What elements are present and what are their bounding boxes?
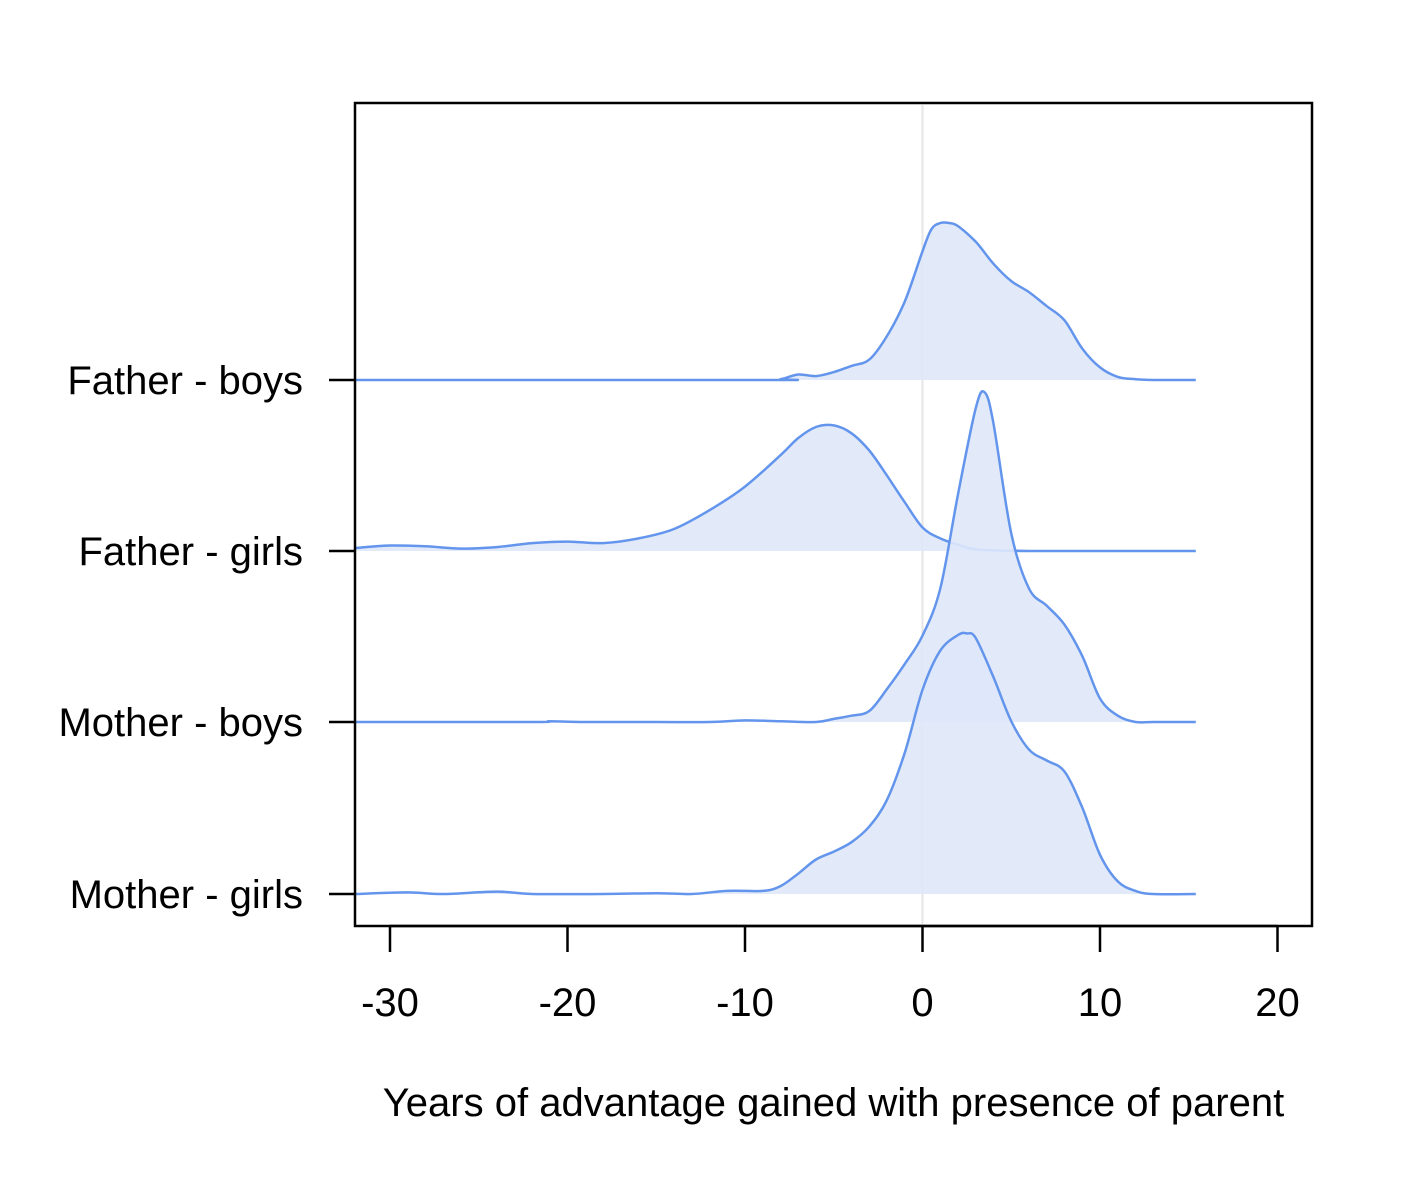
density-fill-father-girls [356, 424, 1196, 552]
density-line-mother-girls [355, 631, 1196, 896]
density-fill-mother-girls [356, 632, 1196, 895]
y-label-father-boys: Father - boys [67, 359, 303, 403]
x-tick-label: -30 [361, 981, 419, 1025]
x-tick-label: -20 [539, 981, 597, 1025]
density-line-father-boys [355, 221, 1196, 382]
x-axis-title: Years of advantage gained with presence … [383, 1081, 1284, 1125]
x-tick-label: 0 [911, 981, 933, 1025]
x-axis: -30 -20 -10 0 10 20 [361, 924, 1300, 1025]
y-label-mother-girls: Mother - girls [70, 873, 303, 917]
y-label-mother-boys: Mother - boys [58, 701, 303, 745]
density-line-mother-boys [355, 390, 1196, 724]
x-tick-label: -10 [716, 981, 774, 1025]
x-tick-label: 20 [1255, 981, 1300, 1025]
y-label-father-girls: Father - girls [79, 530, 304, 574]
y-axis: Father - boys Father - girls Mother - boys… [58, 359, 355, 917]
density-fill-mother-boys [356, 391, 1196, 723]
density-fill-father-boys [356, 222, 1196, 381]
x-tick-label: 10 [1078, 981, 1123, 1025]
density-ridges [355, 221, 1196, 896]
